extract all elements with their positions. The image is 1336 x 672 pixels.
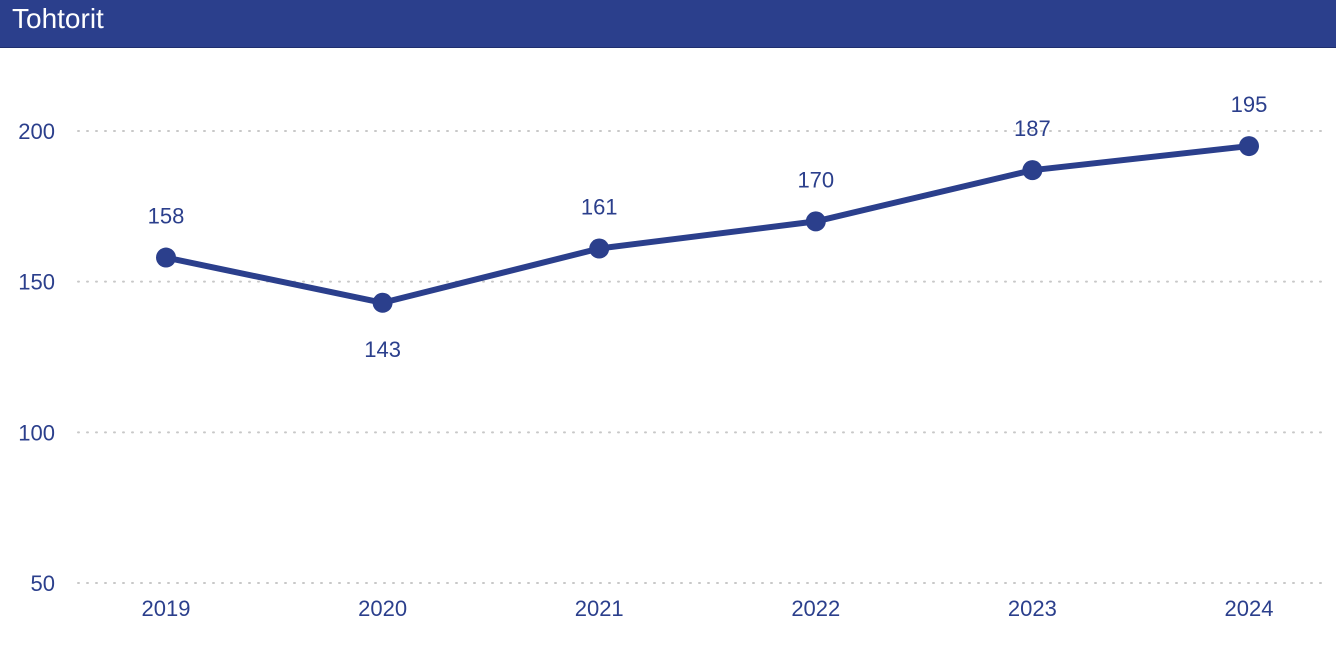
data-point [156, 247, 176, 268]
x-tick-label: 2019 [142, 596, 191, 621]
x-tick-label: 2020 [358, 596, 407, 621]
y-tick-label: 150 [18, 270, 55, 295]
x-tick-label: 2022 [791, 596, 840, 621]
series-line [156, 136, 1259, 313]
data-point [1022, 160, 1043, 181]
gridlines [77, 130, 1327, 584]
data-label: 195 [1231, 92, 1268, 117]
data-label: 158 [148, 204, 185, 229]
data-label: 161 [581, 195, 618, 220]
x-tick-label: 2021 [575, 596, 624, 621]
data-label: 187 [1014, 116, 1051, 141]
chart-title: Tohtorit [12, 3, 104, 34]
data-point [805, 211, 826, 232]
y-tick-label: 100 [18, 420, 55, 445]
series-line-path [163, 143, 1252, 306]
data-point [1239, 136, 1259, 157]
x-axis-ticks: 2019 2020 2021 2022 2023 2024 [142, 596, 1274, 621]
data-label: 143 [364, 337, 401, 362]
data-point [589, 238, 610, 259]
y-axis-ticks: 50 100 150 200 [18, 119, 55, 596]
data-point [372, 292, 393, 313]
x-tick-label: 2023 [1008, 596, 1057, 621]
data-labels: 158 143 161 170 187 195 [148, 92, 1268, 362]
y-tick-label: 50 [31, 571, 55, 596]
x-tick-label: 2024 [1225, 596, 1274, 621]
data-label: 170 [797, 167, 834, 192]
y-tick-label: 200 [18, 119, 55, 144]
chart-header: Tohtorit [0, 0, 1336, 48]
line-chart: 50 100 150 200 2019 2020 2021 2022 2023 2024 158… [18, 92, 1327, 621]
